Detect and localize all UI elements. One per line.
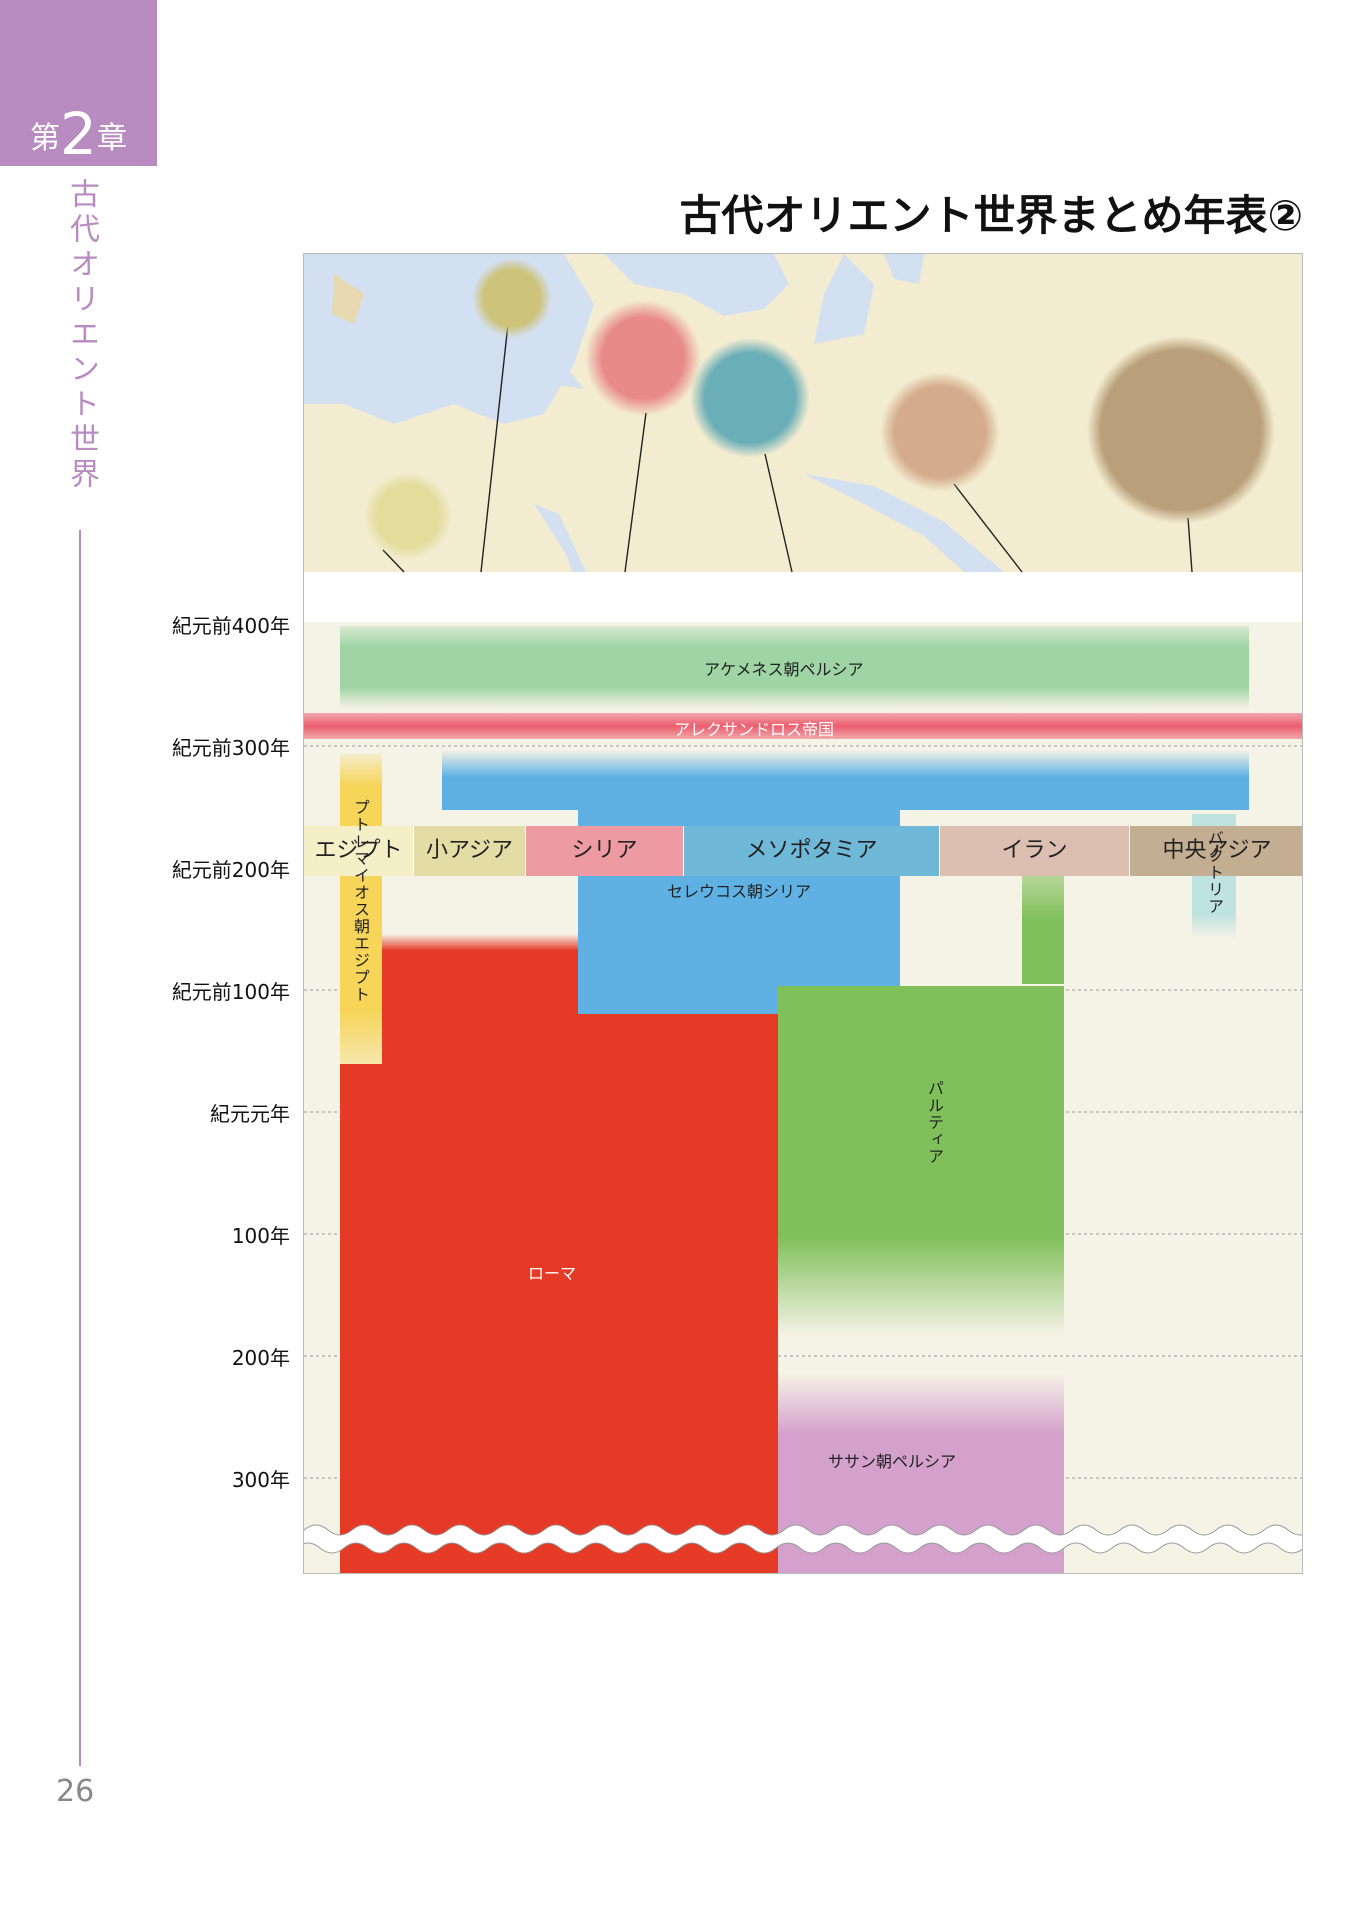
year-label: 200年	[231, 1346, 290, 1370]
side-divider	[79, 530, 81, 1766]
page-title: 古代オリエント世界まとめ年表②	[679, 191, 1303, 240]
label-rome: ローマ	[528, 1264, 577, 1283]
region-iran: イラン	[940, 826, 1130, 876]
syria-circle	[585, 300, 701, 416]
mediterranean-sea	[304, 254, 594, 424]
timeline-graphic	[304, 254, 1302, 1573]
greece-land	[332, 274, 364, 324]
chapter-tab: 第2章	[0, 0, 157, 168]
asia-minor-circle	[472, 258, 552, 338]
chapter-prefix: 第	[30, 121, 61, 156]
achaemenid-band	[340, 626, 1249, 708]
central-asia-circle	[1087, 336, 1275, 524]
red-sea	[534, 504, 586, 572]
label-sasanian: ササン朝ペルシア	[828, 1452, 957, 1471]
mesopotamia-circle	[690, 338, 810, 458]
label-ptolemaic: プトレマイオス朝エジプト	[351, 799, 370, 1003]
label-achaemenid: アケメネス朝ペルシア	[704, 660, 864, 679]
year-label: 紀元元年	[210, 1102, 290, 1126]
ptolemaic-band	[340, 754, 382, 1074]
sea-detail	[474, 349, 584, 389]
label-bactria: バクトリア	[1205, 830, 1224, 915]
parthia-main	[778, 986, 1064, 1336]
year-label: 紀元前200年	[171, 858, 290, 882]
side-chapter-title: 古代オリエント世界	[64, 178, 99, 493]
region-central-asia: 中央アジア	[1130, 826, 1302, 876]
year-label: 300年	[231, 1468, 290, 1492]
caspian-sea	[814, 254, 874, 344]
chapter-suffix: 章	[96, 121, 127, 156]
chapter-label: 第2章	[0, 100, 157, 168]
region-syria: シリア	[526, 826, 684, 876]
iran-circle	[880, 372, 1000, 492]
region-mesopotamia: メソポタミア	[684, 826, 940, 876]
label-parthia: パルティア	[925, 1080, 944, 1165]
egypt-circle	[364, 472, 452, 560]
label-seleucid: セレウコス朝シリア	[667, 882, 812, 901]
label-alexander: アレクサンドロス帝国	[674, 720, 835, 739]
year-label: 紀元前100年	[171, 980, 290, 1004]
alexander-band	[304, 713, 1302, 739]
year-label: 紀元前400年	[171, 614, 290, 638]
year-label: 紀元前300年	[171, 736, 290, 760]
aral-sea	[884, 254, 924, 284]
rome-north	[382, 934, 578, 1074]
year-label: 100年	[231, 1224, 290, 1248]
black-sea	[604, 254, 789, 316]
persian-gulf	[804, 474, 1004, 572]
seleucid-top	[442, 750, 1249, 810]
rome-main	[340, 1064, 778, 1573]
chapter-number: 2	[60, 100, 97, 168]
rome-east	[578, 1014, 778, 1074]
region-asia-minor: 小アジア	[414, 826, 526, 876]
timeline-figure: エジプト 小アジア シリア メソポタミア イラン 中央アジア アケメネス朝ペルシ…	[303, 253, 1303, 1574]
page-number: 26	[56, 1774, 95, 1809]
time-break	[304, 1524, 1302, 1554]
region-egypt: エジプト	[304, 826, 414, 876]
